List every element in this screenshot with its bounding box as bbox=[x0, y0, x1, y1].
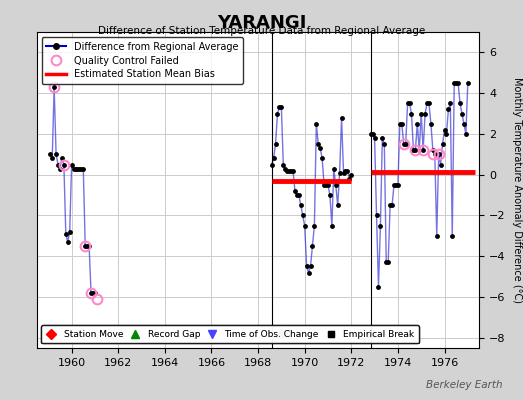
Text: Difference of Station Temperature Data from Regional Average: Difference of Station Temperature Data f… bbox=[99, 26, 425, 36]
Text: YARANGI: YARANGI bbox=[217, 14, 307, 32]
Legend: Station Move, Record Gap, Time of Obs. Change, Empirical Break: Station Move, Record Gap, Time of Obs. C… bbox=[41, 326, 419, 344]
Y-axis label: Monthly Temperature Anomaly Difference (°C): Monthly Temperature Anomaly Difference (… bbox=[512, 77, 522, 303]
Text: Berkeley Earth: Berkeley Earth bbox=[427, 380, 503, 390]
